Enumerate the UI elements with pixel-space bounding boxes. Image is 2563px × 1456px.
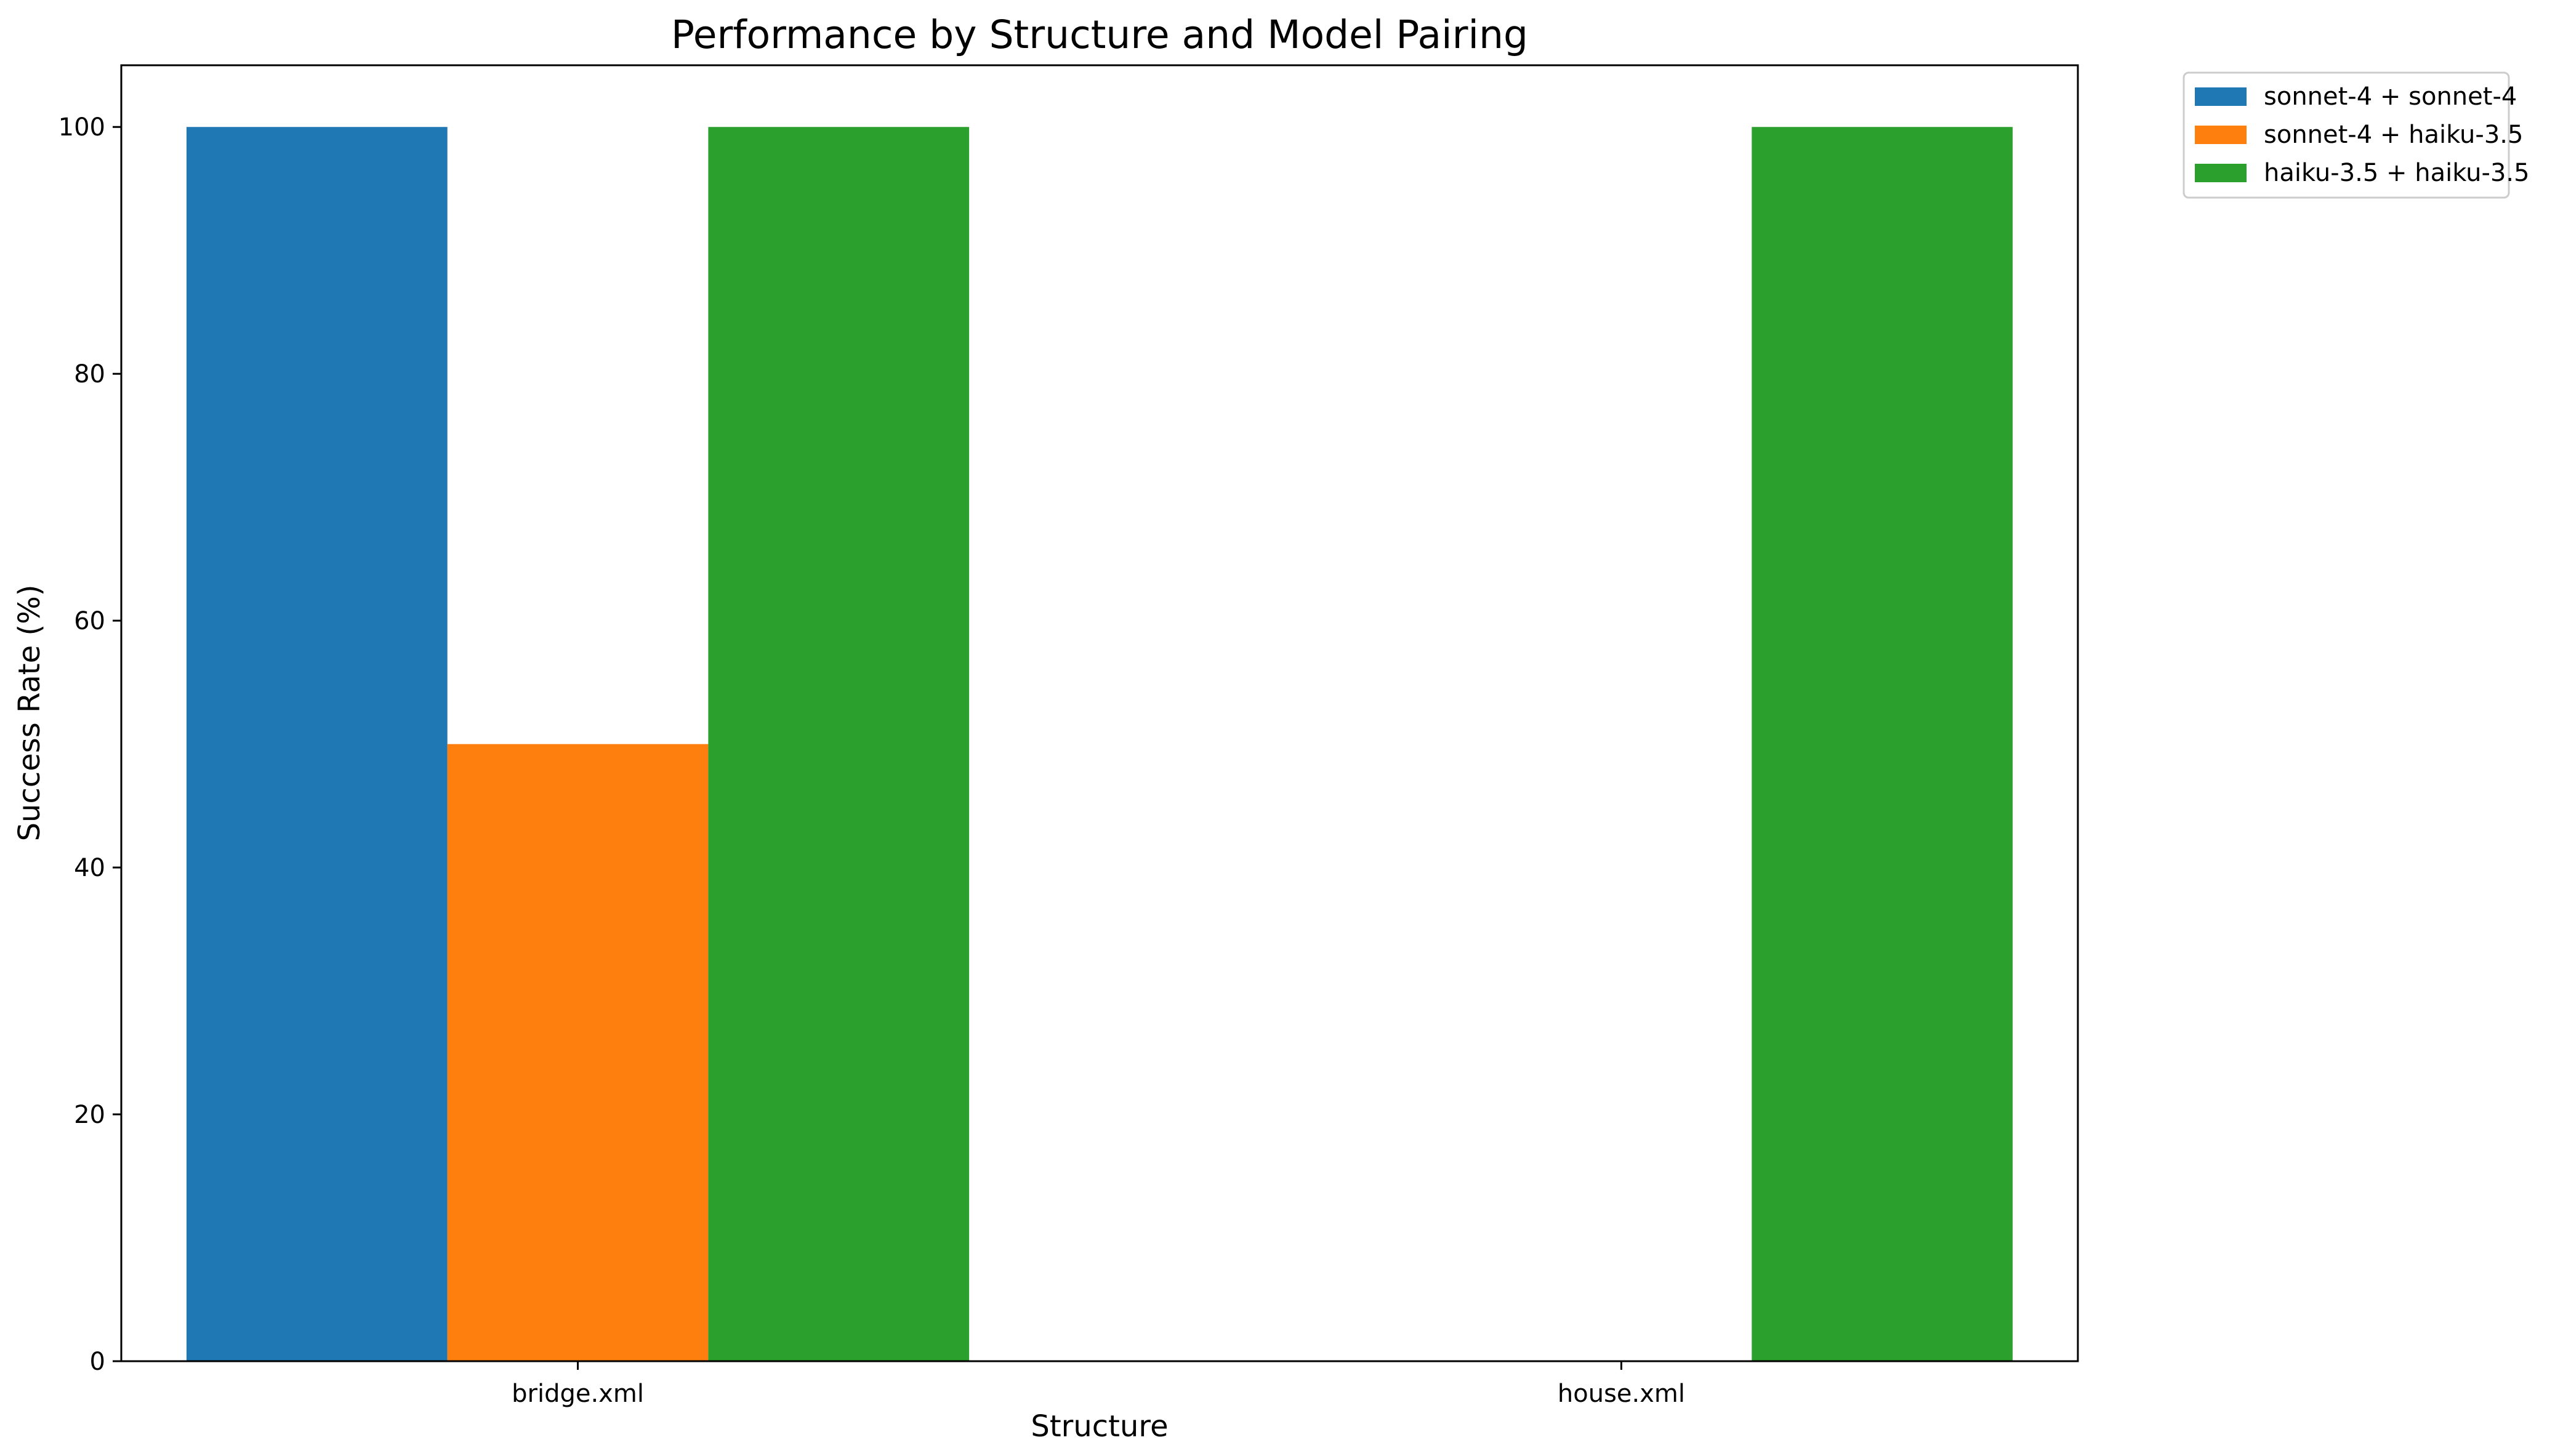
bars-layer (186, 127, 2013, 1362)
legend-swatch (2195, 126, 2247, 144)
y-tick-label: 80 (74, 360, 105, 388)
y-axis-ticks: 0 20 40 60 80 100 (58, 113, 121, 1376)
x-axis-label: Structure (1031, 1409, 1168, 1444)
legend-frame (2183, 71, 2510, 199)
x-axis-ticks: bridge.xml house.xml (512, 1361, 1685, 1408)
bar-house-xml-series-3 (1752, 127, 2013, 1362)
bar-bridge-xml-series-3 (708, 127, 970, 1362)
y-tick-label: 100 (58, 113, 105, 142)
x-tick-label: house.xml (1558, 1380, 1685, 1408)
bar-bridge-xml-series-1 (186, 127, 448, 1362)
y-tick-label: 60 (74, 607, 105, 635)
legend-label: sonnet-4 + haiku-3.5 (2264, 121, 2523, 149)
y-axis-label: Success Rate (%) (12, 585, 47, 842)
legend-label: haiku-3.5 + haiku-3.5 (2264, 159, 2530, 187)
legend-swatch (2195, 87, 2247, 106)
x-tick-label: bridge.xml (512, 1380, 644, 1408)
chart-title: Performance by Structure and Model Pairi… (671, 12, 1528, 57)
y-tick-label: 20 (74, 1101, 105, 1129)
legend-swatch (2195, 164, 2247, 182)
legend-label: sonnet-4 + sonnet-4 (2264, 82, 2517, 111)
y-tick-label: 0 (90, 1348, 105, 1376)
plot-frame (120, 64, 2079, 1362)
y-tick-label: 40 (74, 854, 105, 882)
legend: sonnet-4 + sonnet-4 sonnet-4 + haiku-3.5 h… (2183, 71, 2530, 199)
bar-bridge-xml-series-2 (447, 744, 709, 1361)
